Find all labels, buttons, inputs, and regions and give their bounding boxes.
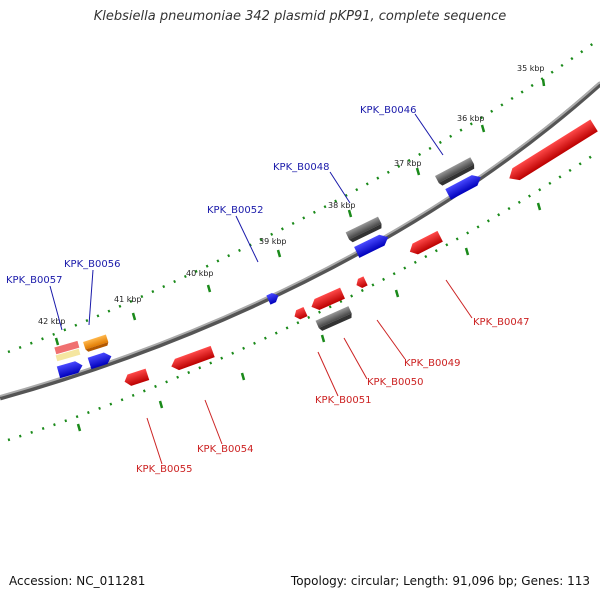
- leader-line: [329, 171, 351, 204]
- gene-label-kpk-b0052[interactable]: KPK_B0052: [207, 205, 263, 216]
- tick-37kbp: [415, 167, 421, 176]
- gene-kpk-b0046[interactable]: [445, 172, 483, 200]
- inner-tick: [536, 202, 542, 211]
- outer-scale-ring: [7, 38, 599, 354]
- inner-tick: [394, 289, 400, 298]
- gene-kpk-b0047[interactable]: [407, 230, 443, 257]
- backbone-circle: [0, 81, 600, 397]
- feature-gray-inner[interactable]: [315, 306, 354, 332]
- scale-label: 41 kbp: [114, 295, 142, 304]
- inner-scale-ring: [7, 150, 599, 442]
- tick-36kbp: [480, 124, 486, 133]
- gene-kpk-b0056[interactable]: [87, 351, 114, 370]
- leader-line: [49, 285, 63, 331]
- leader-line: [204, 399, 223, 445]
- scale-label: 38 kbp: [328, 201, 356, 210]
- inner-tick: [320, 334, 326, 343]
- topology-summary: Topology: circular; Length: 91,096 bp; G…: [290, 574, 590, 588]
- leader-line: [414, 113, 444, 156]
- feature-orange[interactable]: [83, 334, 109, 353]
- gene-label-kpk-b0048[interactable]: KPK_B0048: [273, 162, 329, 173]
- tick-39kbp: [276, 249, 282, 258]
- gene-kpk-b0055[interactable]: [123, 368, 150, 388]
- inner-tick: [76, 423, 82, 432]
- tick-41kbp: [131, 312, 137, 321]
- scale-label: 42 kbp: [38, 317, 66, 326]
- leader-line: [146, 417, 163, 465]
- gene-kpk-b0049[interactable]: [354, 276, 368, 289]
- gene-label-kpk-b0055[interactable]: KPK_B0055: [136, 464, 192, 475]
- map-title: Klebsiella pneumoniae 342 plasmid pKP91,…: [93, 9, 507, 24]
- gene-label-kpk-b0047[interactable]: KPK_B0047: [473, 317, 529, 328]
- inner-tick: [158, 400, 164, 409]
- scale-label: 40 kbp: [186, 269, 214, 278]
- gene-kpk-b0054[interactable]: [169, 345, 215, 372]
- gene-kpk-b0052[interactable]: [266, 291, 280, 305]
- gene-label-kpk-b0056[interactable]: KPK_B0056: [64, 259, 120, 270]
- leader-line: [343, 337, 368, 380]
- tick-42kbp: [54, 337, 60, 346]
- feature-gray-38kbp[interactable]: [345, 216, 384, 244]
- leader-line: [88, 269, 94, 326]
- gene-kpk-b0057[interactable]: [56, 360, 84, 379]
- gene-kpk-b0048[interactable]: [354, 232, 391, 258]
- feature-gray-37kbp[interactable]: [434, 157, 476, 186]
- gene-label-kpk-b0057[interactable]: KPK_B0057: [6, 275, 62, 286]
- tick-35kbp: [541, 78, 546, 87]
- gene-label-kpk-b0054[interactable]: KPK_B0054: [197, 444, 253, 455]
- inner-tick: [464, 247, 470, 256]
- feature-pink[interactable]: [54, 340, 80, 355]
- tick-38kbp: [347, 209, 353, 218]
- tick-40kbp: [206, 284, 212, 293]
- leader-line: [445, 279, 473, 319]
- scale-label: 36 kbp: [457, 114, 485, 123]
- leader-line: [235, 215, 259, 263]
- feature-yellow[interactable]: [55, 348, 81, 362]
- gene-kpk-b0051[interactable]: [292, 306, 308, 321]
- gene-label-kpk-b0046[interactable]: KPK_B0046: [360, 105, 416, 116]
- inner-tick: [240, 372, 246, 381]
- leader-line: [317, 351, 339, 397]
- scale-label: 39 kbp: [259, 237, 287, 246]
- gene-kpk-b0050[interactable]: [309, 287, 345, 313]
- leader-line: [376, 319, 406, 360]
- backbone-shadow: [0, 82, 600, 401]
- gene-large-red-35kbp[interactable]: [506, 119, 598, 185]
- gene-label-kpk-b0050[interactable]: KPK_B0050: [367, 377, 423, 388]
- gene-label-kpk-b0049[interactable]: KPK_B0049: [404, 358, 460, 369]
- accession-text: Accession: NC_011281: [9, 574, 146, 588]
- gene-label-kpk-b0051[interactable]: KPK_B0051: [315, 395, 371, 406]
- scale-label: 35 kbp: [517, 64, 545, 73]
- scale-label: 37 kbp: [394, 159, 422, 168]
